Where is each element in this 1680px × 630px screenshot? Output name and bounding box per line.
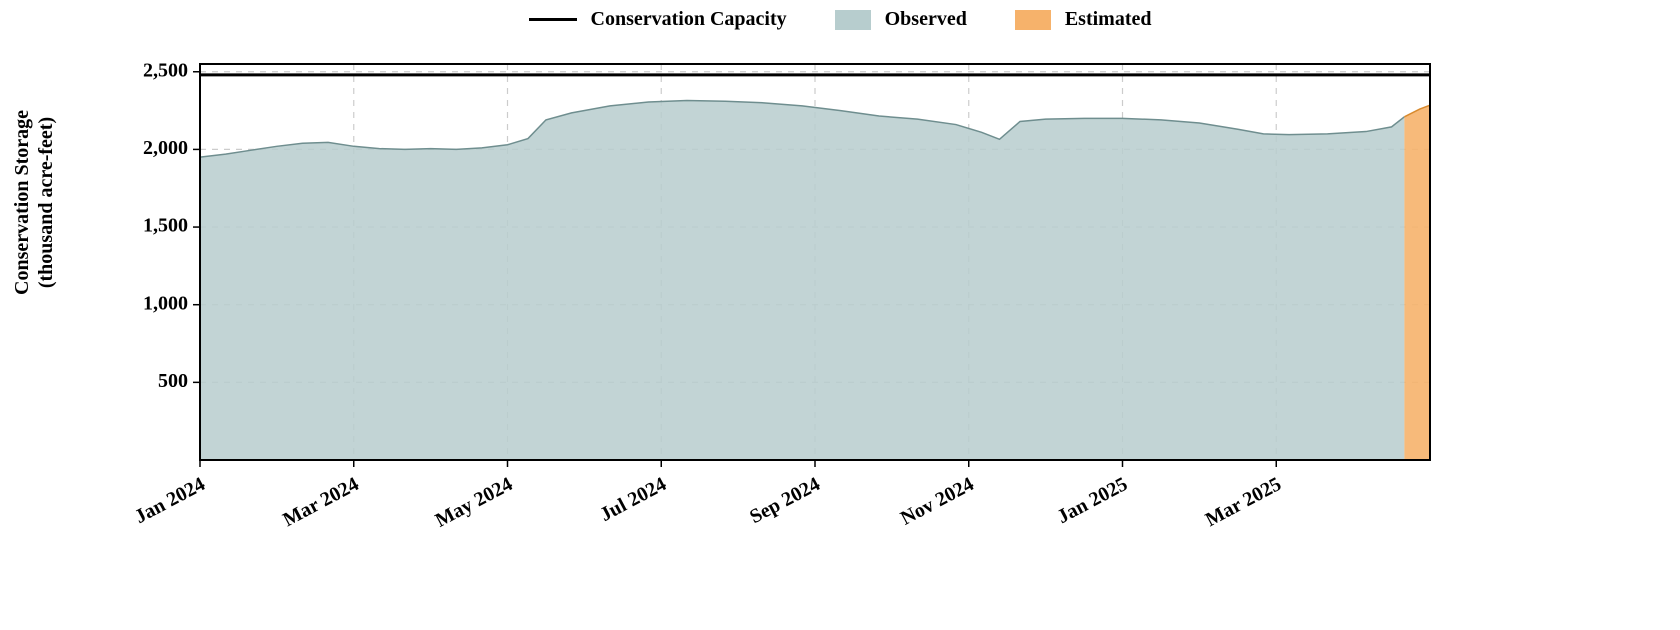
y-axis-label-line1: Conservation Storage	[11, 110, 33, 295]
svg-text:May 2024: May 2024	[432, 473, 516, 532]
legend-label: Estimated	[1065, 8, 1152, 31]
svg-text:1,500: 1,500	[143, 215, 188, 237]
y-axis-label: Conservation Storage (thousand acre-feet…	[10, 0, 58, 260]
svg-text:Jan 2025: Jan 2025	[1054, 473, 1132, 528]
svg-text:500: 500	[158, 370, 188, 392]
legend-item-estimated: Estimated	[1015, 8, 1152, 31]
svg-text:Sep 2024: Sep 2024	[746, 473, 824, 528]
legend-item-observed: Observed	[835, 8, 967, 31]
svg-text:1,000: 1,000	[143, 292, 188, 314]
y-axis-label-line2: (thousand acre-feet)	[35, 117, 57, 288]
svg-text:Mar 2024: Mar 2024	[279, 473, 362, 531]
svg-text:Mar 2025: Mar 2025	[1202, 473, 1285, 531]
legend-item-capacity: Conservation Capacity	[529, 8, 787, 31]
legend-label: Conservation Capacity	[591, 8, 787, 31]
legend-line-icon	[529, 18, 577, 21]
svg-text:Jul 2024: Jul 2024	[596, 473, 670, 526]
svg-text:2,000: 2,000	[143, 137, 188, 159]
legend-swatch-icon	[1015, 10, 1051, 30]
conservation-storage-chart: Conservation Capacity Observed Estimated…	[0, 0, 1680, 630]
legend-label: Observed	[885, 8, 967, 31]
svg-text:Nov 2024: Nov 2024	[897, 473, 977, 530]
chart-svg: 500 1,000 1,500 2,000 2,500 Jan 2024 Mar 2024 M…	[0, 0, 1680, 630]
legend-swatch-icon	[835, 10, 871, 30]
svg-text:2,500: 2,500	[143, 59, 188, 81]
chart-legend: Conservation Capacity Observed Estimated	[0, 8, 1680, 31]
svg-text:Jan 2024: Jan 2024	[131, 473, 209, 528]
